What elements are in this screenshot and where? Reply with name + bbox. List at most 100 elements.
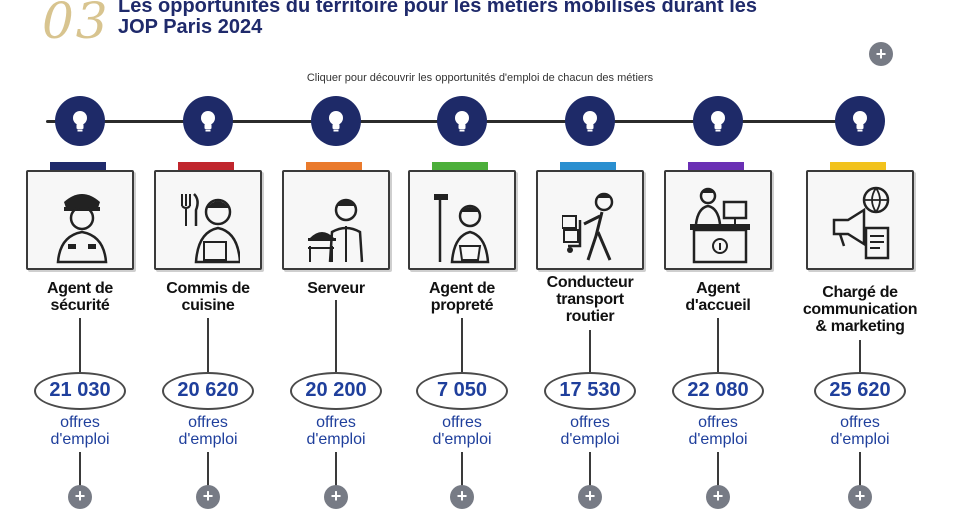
job-title-line: propreté (430, 297, 494, 314)
job-bulb-button[interactable] (311, 96, 361, 146)
job-title-line: transport (556, 291, 624, 308)
job-title-line: Chargé de (822, 284, 898, 301)
more-info-button[interactable]: + (848, 485, 872, 509)
connector-line (461, 318, 463, 372)
offer-label-line: d'emploi (432, 431, 492, 448)
count-ring (162, 372, 254, 410)
job-title-line: d'accueil (685, 297, 751, 314)
page-title-line-1: Les opportunités du territoire pour les … (118, 0, 758, 17)
waiter-icon (308, 198, 364, 263)
job-offer-label: offres d'emploi (148, 414, 268, 448)
job-title-line: Serveur (307, 280, 365, 297)
job-card[interactable] (408, 170, 516, 270)
connector-line-bottom (461, 452, 463, 486)
offer-label-line: d'emploi (830, 431, 890, 448)
more-info-button[interactable]: + (196, 485, 220, 509)
job-offer-count: 20 620 (177, 379, 239, 401)
expand-button[interactable]: + (869, 42, 893, 66)
connector-line-bottom (589, 452, 591, 486)
connector-line (717, 318, 719, 372)
communication-icon (832, 186, 890, 260)
offer-label-line: offres (840, 414, 880, 431)
job-title-line: Agent (696, 280, 740, 297)
count-ring (416, 372, 508, 410)
job-offer-label: offres d'emploi (800, 414, 920, 448)
job-bulb-button[interactable] (55, 96, 105, 146)
job-bulb-button[interactable] (437, 96, 487, 146)
color-tape (688, 162, 744, 173)
connector-line-bottom (335, 452, 337, 486)
receptionist-icon (690, 187, 750, 264)
job-card[interactable] (282, 170, 390, 270)
delivery-driver-icon (562, 192, 614, 261)
more-info-button[interactable]: + (578, 485, 602, 509)
job-column-waiter: Serveur 20 200 offres d'emploi + (276, 0, 396, 509)
page-title: Les opportunités du territoire pour les … (118, 0, 898, 38)
job-card[interactable] (664, 170, 772, 270)
offer-label-line: offres (442, 414, 482, 431)
job-column-security: Agent de sécurité 21 030 offres d'emploi… (20, 0, 140, 509)
job-title-line: cuisine (181, 297, 235, 314)
lightbulb-icon (853, 111, 867, 132)
job-title: Chargé de communication & marketing (800, 284, 920, 335)
job-column-driver: Conducteur transport routier 17 530 offr… (530, 0, 650, 509)
offer-label-line: offres (60, 414, 100, 431)
job-bulb-button[interactable] (565, 96, 615, 146)
more-info-button[interactable]: + (68, 485, 92, 509)
job-bulb-button[interactable] (835, 96, 885, 146)
count-ring (544, 372, 636, 410)
count-ring (34, 372, 126, 410)
job-title-line: sécurité (50, 297, 110, 314)
more-info-button[interactable]: + (706, 485, 730, 509)
job-offer-label: offres d'emploi (276, 414, 396, 448)
offer-label-line: d'emploi (688, 431, 748, 448)
color-tape (178, 162, 234, 173)
offer-label-line: offres (698, 414, 738, 431)
job-title-line: Commis de (166, 280, 250, 297)
job-offer-label: offres d'emploi (402, 414, 522, 448)
lightbulb-icon (711, 111, 725, 132)
count-ring (672, 372, 764, 410)
job-offer-label: offres d'emploi (20, 414, 140, 448)
job-title-line: Agent de (46, 280, 114, 297)
color-tape (830, 162, 886, 173)
more-info-button[interactable]: + (324, 485, 348, 509)
job-title-line: & marketing (815, 318, 905, 335)
lightbulb-icon (201, 111, 215, 132)
job-card[interactable] (154, 170, 262, 270)
job-title-line: routier (565, 308, 615, 325)
job-offer-count: 22 080 (687, 379, 749, 401)
connector-line-bottom (859, 452, 861, 486)
security-guard-icon (56, 194, 108, 264)
job-column-reception: Agent d'accueil 22 080 offres d'emploi + (658, 0, 778, 509)
cleaner-icon (434, 194, 490, 264)
job-bulb-button[interactable] (183, 96, 233, 146)
offer-label-line: d'emploi (178, 431, 238, 448)
job-offer-count: 20 200 (305, 379, 367, 401)
color-tape (50, 162, 106, 173)
instruction-text: Cliquer pour découvrir les opportunités … (306, 72, 654, 84)
job-card[interactable] (806, 170, 914, 270)
page-title-line-2: JOP Paris 2024 (118, 16, 263, 38)
job-card[interactable] (536, 170, 644, 270)
job-column-kitchen: Commis de cuisine 20 620 offres d'emploi… (148, 0, 268, 509)
offer-label-line: offres (316, 414, 356, 431)
connector-line (79, 318, 81, 372)
section-number: 03 (42, 0, 110, 50)
connector-line-bottom (207, 452, 209, 486)
job-offer-label: offres d'emploi (658, 414, 778, 448)
offer-label-line: d'emploi (50, 431, 110, 448)
job-bulb-button[interactable] (693, 96, 743, 146)
job-column-cleaner: Agent de propreté 7 050 offres d'emploi … (402, 0, 522, 509)
connector-line (589, 330, 591, 372)
job-card[interactable] (26, 170, 134, 270)
lightbulb-icon (583, 111, 597, 132)
color-tape (306, 162, 362, 173)
count-ring (290, 372, 382, 410)
job-offer-label: offres d'emploi (530, 414, 650, 448)
job-title-line: Agent de (428, 280, 496, 297)
more-info-button[interactable]: + (450, 485, 474, 509)
offer-label-line: offres (188, 414, 228, 431)
job-title-line: communication (802, 301, 918, 318)
